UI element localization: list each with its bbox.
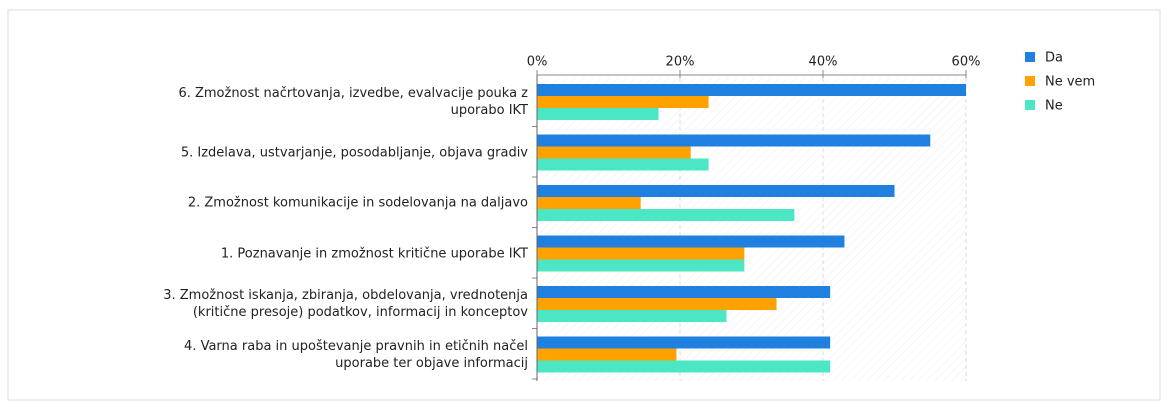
x-tick-label: 0% xyxy=(527,55,548,70)
y-tick-label: 4. Varna raba in upoštevanje pravnih in … xyxy=(184,338,528,371)
bar xyxy=(537,247,745,260)
y-tick-label: 6. Zmožnost načrtovanja, izvedbe, evalva… xyxy=(178,86,528,118)
plot-background xyxy=(537,78,966,381)
legend-swatch xyxy=(1025,100,1035,110)
bar xyxy=(537,336,831,349)
bar xyxy=(537,84,966,96)
bar xyxy=(537,108,659,120)
legend-label: Ne xyxy=(1045,99,1063,114)
x-tick-label: 40% xyxy=(809,55,838,70)
x-tick-label: 20% xyxy=(666,55,695,70)
bar xyxy=(537,158,709,171)
bar xyxy=(537,310,727,322)
y-tick-label: 2. Zmožnost komunikacije in sodelovanja … xyxy=(187,195,528,211)
legend-label: Da xyxy=(1045,51,1063,66)
bar xyxy=(537,360,831,373)
bar xyxy=(537,298,777,310)
bar xyxy=(537,96,709,108)
y-tick-label: 3. Zmožnost iskanja, zbiranja, obdelovan… xyxy=(163,288,528,320)
bar xyxy=(537,209,795,221)
x-tick-label: 60% xyxy=(952,55,981,70)
y-tick-label: 1. Poznavanje in zmožnost kritične upora… xyxy=(220,246,528,261)
legend-swatch xyxy=(1025,76,1035,86)
bar xyxy=(537,286,831,298)
bar xyxy=(537,259,745,272)
bar xyxy=(537,146,691,159)
frame xyxy=(7,9,1161,401)
bar xyxy=(537,185,895,197)
bar xyxy=(537,235,845,248)
bar xyxy=(537,134,931,147)
legend-swatch xyxy=(1025,52,1035,62)
y-tick-label: 5. Izdelava, ustvarjanje, posodabljanje,… xyxy=(180,145,528,160)
legend-label: Ne vem xyxy=(1045,75,1095,90)
bar xyxy=(537,197,641,209)
bar xyxy=(537,348,677,361)
